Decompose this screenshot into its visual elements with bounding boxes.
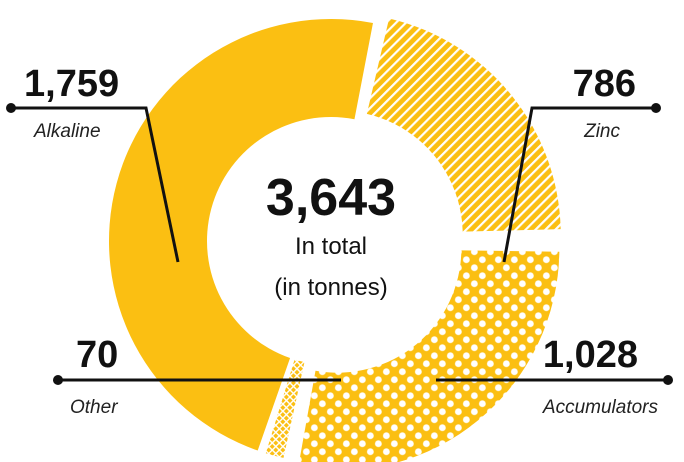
leader-dot-zinc: [651, 103, 661, 113]
leader-dot-other: [53, 375, 63, 385]
center-total: 3,643: [266, 169, 396, 227]
category-label-alkaline: Alkaline: [33, 121, 101, 142]
leader-line-zinc: [502, 106, 656, 263]
slice-zinc: [366, 18, 561, 232]
center-subtitle-line1: In total: [295, 233, 367, 260]
category-label-zinc: Zinc: [583, 121, 620, 142]
leader-dot-alkaline: [6, 103, 16, 113]
leader-dot-accumulators: [663, 375, 673, 385]
value-label-other: 70: [76, 334, 118, 376]
center-subtitle-line2: (in tonnes): [274, 274, 387, 301]
value-label-zinc: 786: [573, 63, 636, 105]
slice-other: [265, 359, 305, 458]
donut-slices: [108, 18, 561, 462]
slice-alkaline: [108, 18, 373, 451]
value-label-accumulators: 1,028: [543, 334, 638, 376]
category-label-accumulators: Accumulators: [542, 397, 659, 418]
value-label-alkaline: 1,759: [24, 63, 119, 105]
leader-line-alkaline: [11, 106, 180, 263]
leader-lines: [6, 103, 673, 385]
slice-accumulators: [299, 250, 560, 462]
category-label-other: Other: [70, 397, 118, 418]
